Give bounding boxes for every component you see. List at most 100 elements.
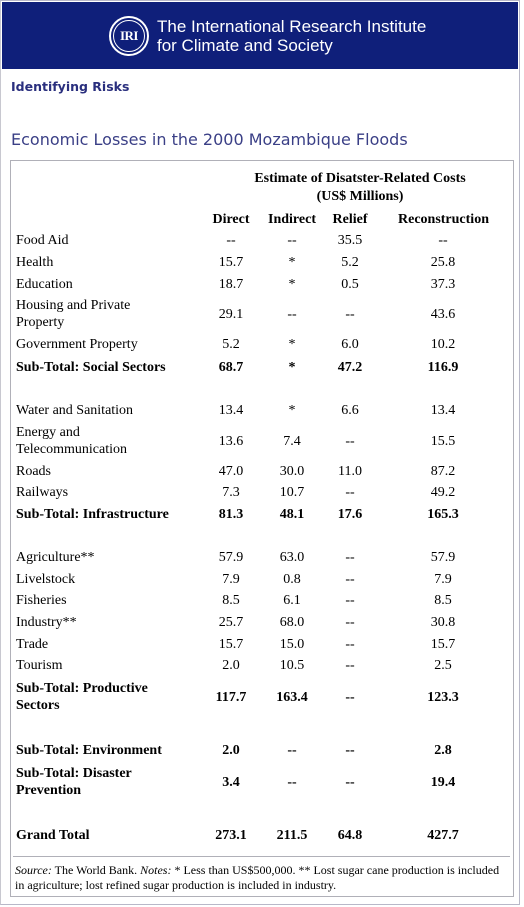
- table-subtotal-label: Grand Total: [16, 827, 206, 844]
- table-cell-relief: --: [345, 658, 355, 673]
- table-cell-direct: 15.7: [218, 255, 244, 270]
- table-cell-reconstruction: 49.2: [430, 485, 456, 500]
- footnote-source-text: The World Bank.: [51, 863, 141, 877]
- footnote-divider: [13, 856, 510, 857]
- table-cell-indirect: 0.8: [283, 572, 301, 587]
- table-row-label-line: Fisheries: [16, 593, 67, 608]
- footnote-notes-label: Notes:: [140, 863, 172, 877]
- organization-name-line1: The International Research Institute: [157, 17, 427, 36]
- table-cell-relief: 17.6: [337, 507, 363, 522]
- table-cell-indirect: 211.5: [276, 828, 308, 843]
- table-row-label: Tourism: [16, 657, 206, 674]
- table-cell-indirect: *: [288, 277, 296, 292]
- table-cell-indirect: *: [288, 337, 296, 352]
- table-cell-reconstruction: 8.5: [434, 593, 452, 608]
- table-row-label-line: Housing and Private: [16, 298, 131, 313]
- table-cell-relief: --: [345, 307, 355, 322]
- table-cell-direct: 25.7: [218, 615, 244, 630]
- table-cell-direct: --: [226, 233, 236, 248]
- table-cell-reconstruction: 116.9: [427, 360, 459, 375]
- organization-name[interactable]: The International Research Institute for…: [157, 17, 426, 55]
- table-cell-relief: 35.5: [337, 233, 363, 248]
- column-header-reconstruction: Reconstruction: [398, 212, 489, 227]
- iri-logo[interactable]: IRI: [109, 16, 149, 56]
- table-cell-direct: 47.0: [218, 464, 244, 479]
- table-row-label-line: Government Property: [16, 337, 138, 352]
- table-cell-direct: 117.7: [215, 690, 247, 705]
- page-title: Economic Losses in the 2000 Mozambique F…: [11, 130, 408, 149]
- table-cell-reconstruction: 25.8: [430, 255, 456, 270]
- table-subtotal-label: Sub-Total: Productive Sectors: [16, 680, 206, 714]
- table-cell-indirect: 10.5: [279, 658, 305, 673]
- table-cell-relief: 64.8: [337, 828, 363, 843]
- table-cell-indirect: --: [287, 233, 297, 248]
- table-row-label-line: Energy and: [16, 425, 80, 440]
- table-row-label: Railways: [16, 484, 206, 501]
- table-cell-reconstruction: --: [438, 233, 448, 248]
- table-row-label: Agriculture**: [16, 549, 206, 566]
- table-cell-indirect: 7.4: [283, 434, 301, 449]
- table-cell-reconstruction: 165.3: [427, 507, 459, 522]
- table-subtotal-label: Sub-Total: Infrastructure: [16, 506, 206, 523]
- table-cell-relief: --: [345, 572, 355, 587]
- table-cell-reconstruction: 2.8: [434, 743, 452, 758]
- table-row-label-line: Health: [16, 255, 54, 270]
- column-header-indirect: Indirect: [268, 212, 316, 227]
- table-row-label-line: Industry**: [16, 615, 77, 630]
- column-header-direct: Direct: [212, 212, 250, 227]
- table-cell-reconstruction: 427.7: [427, 828, 459, 843]
- organization-name-line2: for Climate and Society: [157, 36, 333, 55]
- table-cell-indirect: *: [288, 255, 296, 270]
- table-cell-reconstruction: 15.7: [430, 637, 456, 652]
- table-row-label-line: Sub-Total: Environment: [16, 743, 162, 758]
- table-cell-direct: 13.6: [218, 434, 244, 449]
- table-row-label-line: Railways: [16, 485, 69, 500]
- table-cell-direct: 3.4: [222, 775, 240, 790]
- footnote-source-label: Source:: [15, 863, 52, 877]
- table-row-label-line: Sub-Total: Infrastructure: [16, 507, 169, 522]
- table-cell-relief: --: [345, 690, 355, 705]
- table-cell-indirect: 163.4: [276, 690, 308, 705]
- table-cell-relief: --: [345, 637, 355, 652]
- table-cell-direct: 18.7: [218, 277, 244, 292]
- table-cell-direct: 81.3: [218, 507, 244, 522]
- table-row-label-line: Agriculture**: [16, 550, 95, 565]
- table-row-label-line: Prevention: [16, 783, 82, 798]
- table-cell-indirect: 68.0: [279, 615, 305, 630]
- table-cell-direct: 57.9: [218, 550, 244, 565]
- table-row-label-line: Telecommunication: [16, 442, 127, 457]
- table-cell-direct: 68.7: [218, 360, 244, 375]
- table-row-label-line: Food Aid: [16, 233, 69, 248]
- table-cell-indirect: 30.0: [279, 464, 305, 479]
- table-cell-direct: 2.0: [222, 743, 240, 758]
- section-label: Identifying Risks: [11, 79, 130, 94]
- table-cell-indirect: 48.1: [279, 507, 305, 522]
- table-cell-direct: 273.1: [215, 828, 247, 843]
- footnote-notes-text: * Less than US$500,000. ** Lost sugar ca…: [15, 863, 500, 892]
- table-cell-relief: --: [345, 485, 355, 500]
- table-cell-indirect: 63.0: [279, 550, 305, 565]
- table-cell-relief: --: [345, 593, 355, 608]
- table-cell-indirect: *: [288, 403, 296, 418]
- table-cell-direct: 7.3: [222, 485, 240, 500]
- table-row-label-line: Sectors: [16, 698, 60, 713]
- table-row-label: Government Property: [16, 336, 206, 353]
- table-subtotal-label: Sub-Total: Environment: [16, 742, 206, 759]
- table-cell-relief: --: [345, 615, 355, 630]
- table-cell-direct: 29.1: [218, 307, 244, 322]
- table-row-label-line: Sub-Total: Social Sectors: [16, 360, 166, 375]
- table-row-label-line: Livelstock: [16, 572, 76, 587]
- table-cell-relief: --: [345, 434, 355, 449]
- table-cell-reconstruction: 87.2: [430, 464, 456, 479]
- footnote: Source: The World Bank. Notes: * Less th…: [15, 863, 509, 892]
- table-cell-relief: 5.2: [341, 255, 359, 270]
- table-row-label: Education: [16, 276, 206, 293]
- table-cell-relief: --: [345, 550, 355, 565]
- table-row-label: Roads: [16, 463, 206, 480]
- table-cell-relief: --: [345, 775, 355, 790]
- header-banner: IRI The International Research Institute…: [2, 2, 518, 69]
- table-cell-reconstruction: 19.4: [430, 775, 456, 790]
- table-cell-reconstruction: 57.9: [430, 550, 456, 565]
- table-cell-reconstruction: 15.5: [430, 434, 456, 449]
